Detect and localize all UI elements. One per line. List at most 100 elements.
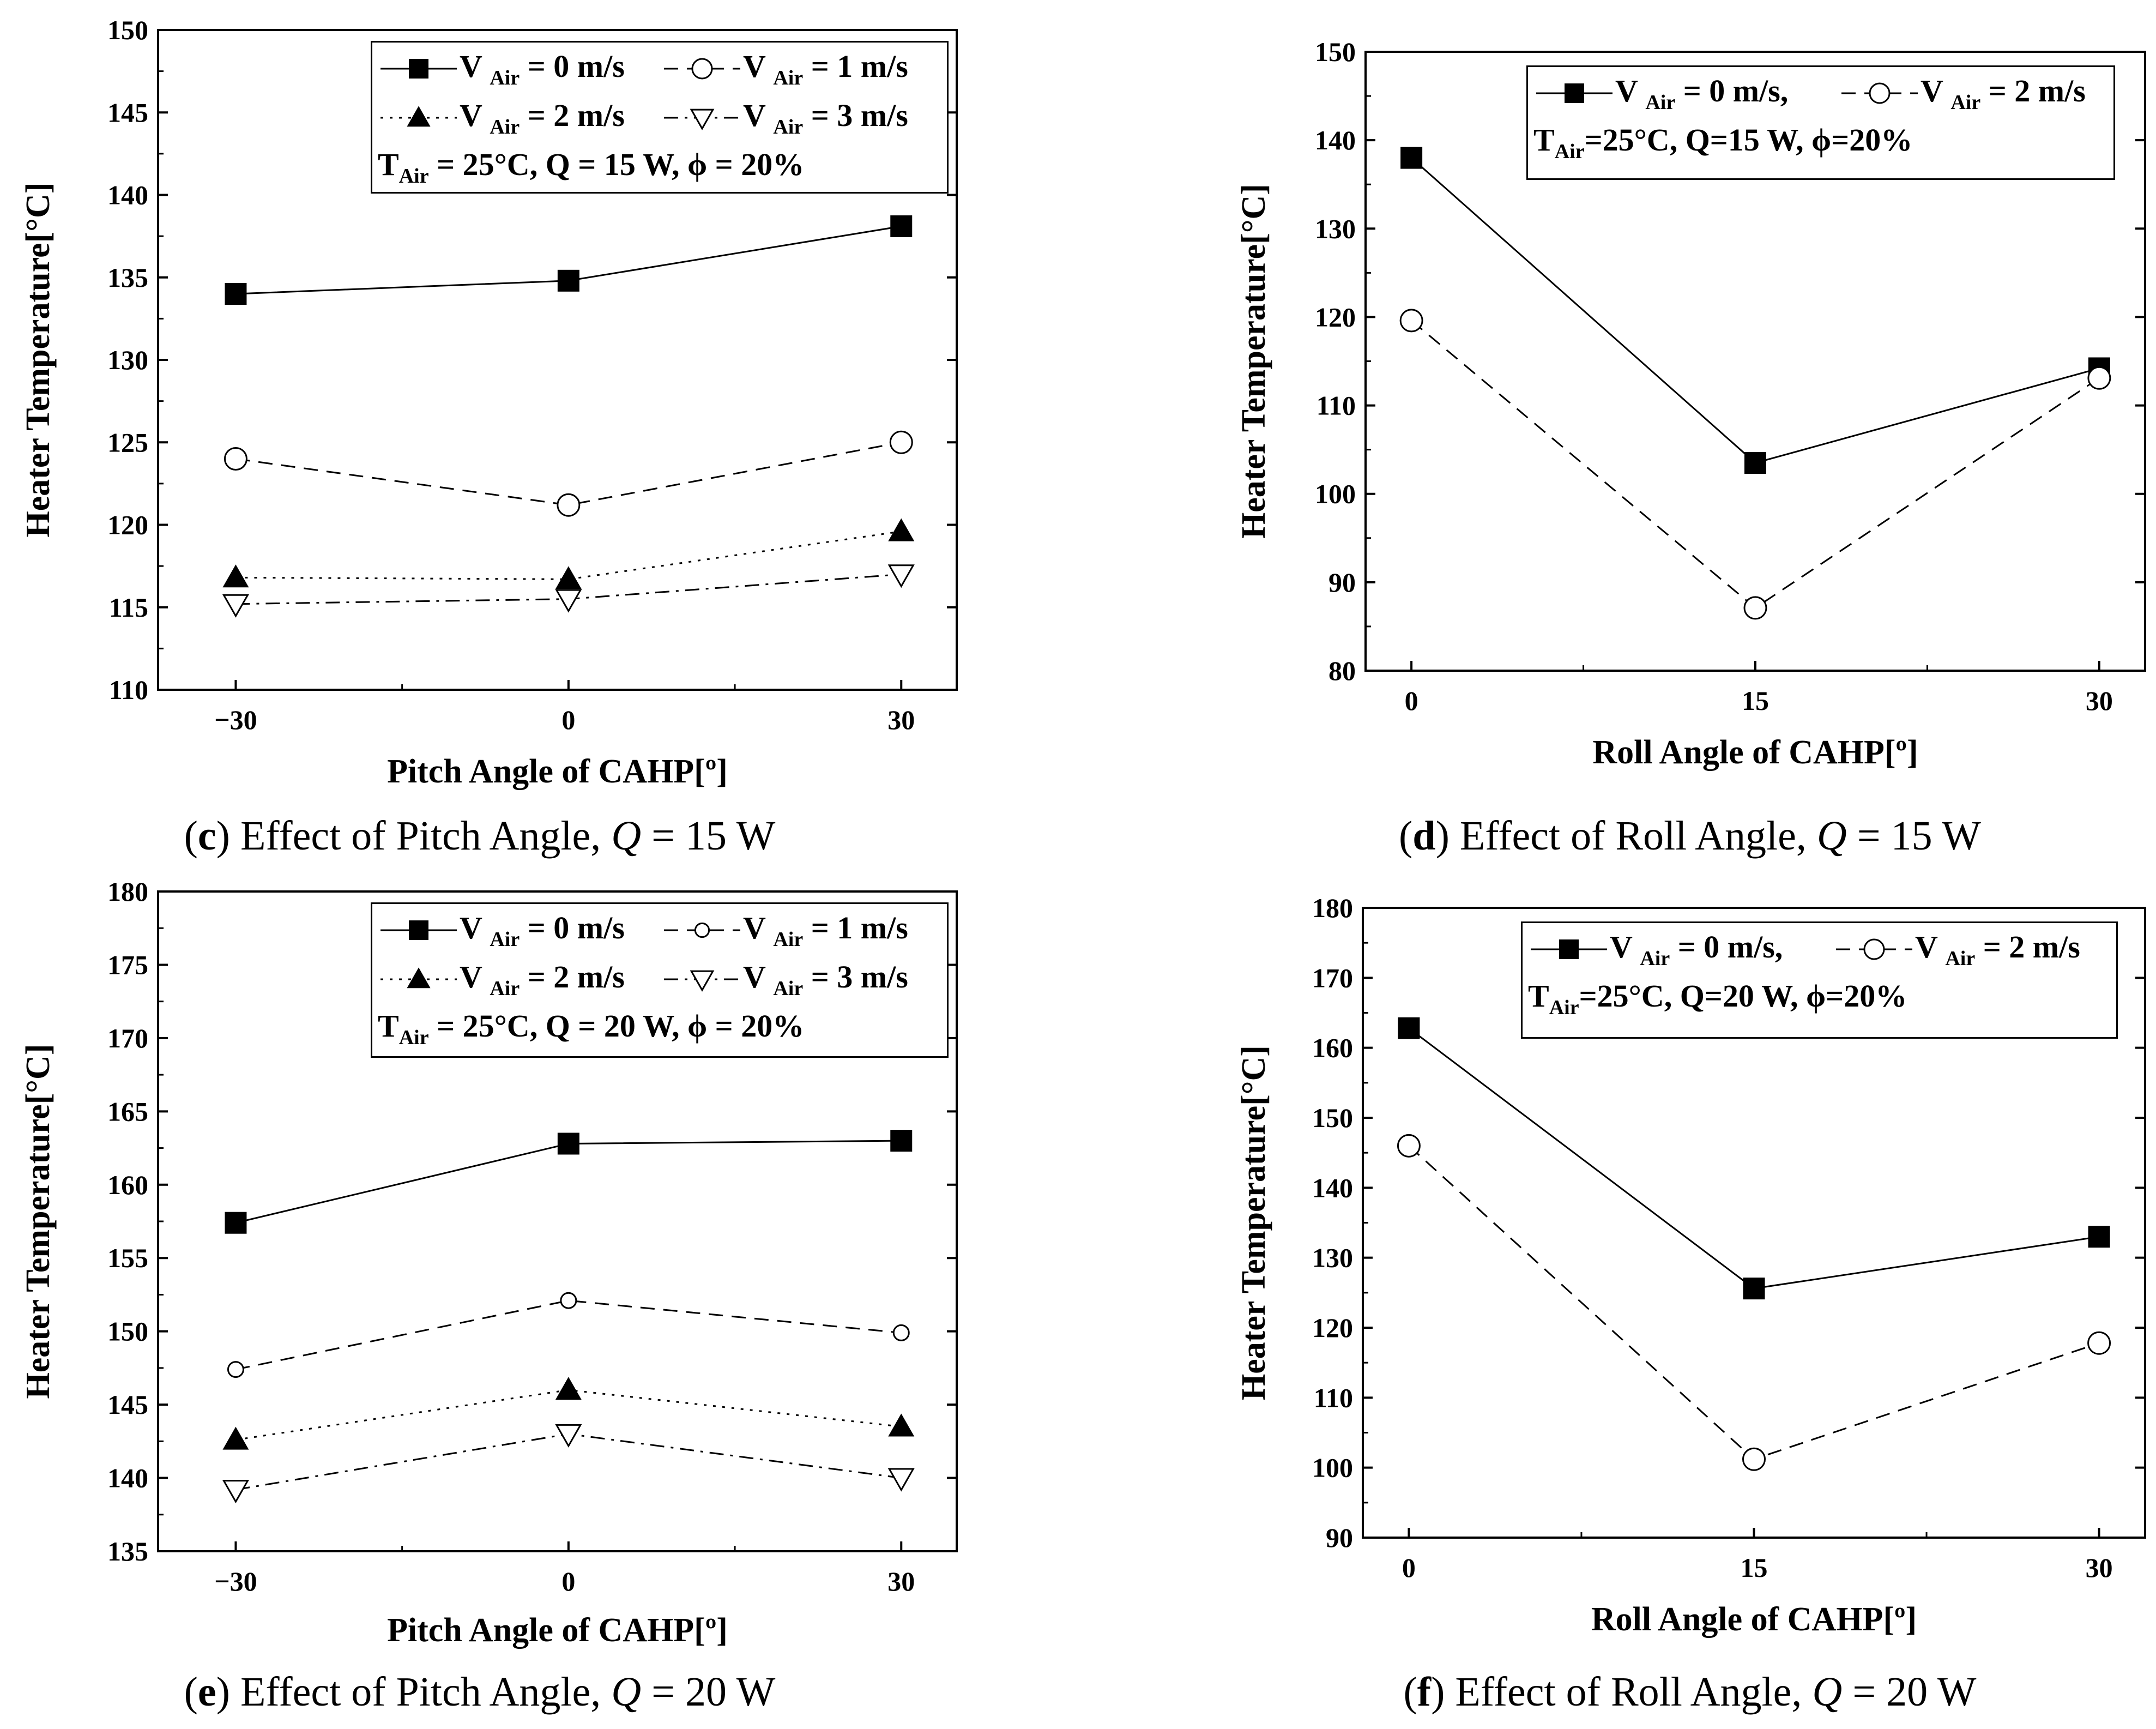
legend-item: V Air = 1 m/s [661,47,908,91]
y-tick-label: 155 [107,1243,148,1273]
x-axis-title: Roll Angle of CAHP[º] [1591,1601,1917,1638]
y-tick-label: 140 [1315,125,1356,155]
series-line [1408,1027,2099,1290]
y-axis-title: Heater Temperature[°C] [20,1044,57,1399]
y-tick-label: 145 [107,1389,148,1420]
data-point [888,1413,915,1437]
x-tick-label: 30 [887,704,915,735]
legend-symbol [664,970,740,992]
y-tick-label: 110 [1314,1382,1353,1413]
data-point [1397,1134,1421,1158]
y-axis-title: Heater Temperature[°C] [1235,184,1272,539]
data-point [888,518,915,541]
y-tick-label: 160 [1312,1033,1353,1063]
legend-label: V Air = 0 m/s, [1615,73,1789,114]
legend-marker [1565,83,1584,103]
y-tick-label: 80 [1328,655,1356,686]
legend-item: V Air = 3 m/s [661,96,908,140]
legend-label: V Air = 2 m/s [460,97,625,138]
legend: V Air = 0 m/s V Air = 1 m/s V Air = 2 m/… [371,902,949,1058]
x-tick-label: −30 [214,1566,257,1597]
series-line [235,1299,902,1371]
y-tick-label: 140 [1312,1172,1353,1203]
y-tick-label: 120 [107,510,148,540]
data-point [555,566,582,589]
caption-d: (d) Effect of Roll Angle, Q = 15 W [1398,813,1982,859]
series-1 [227,1292,910,1378]
x-tick-label: −30 [214,704,257,735]
y-tick-label: 130 [1315,213,1356,244]
y-tick-label: 170 [1312,962,1353,993]
x-tick-label: 30 [2086,685,2113,716]
legend-symbol [664,922,740,938]
legend-marker [694,922,710,938]
y-tick-label: 120 [1315,302,1356,332]
data-point [555,1377,582,1400]
data-point [225,1212,247,1234]
legend-item: V Air = 1 m/s [661,908,908,952]
legend-item: V Air = 2 m/s [1839,71,2086,115]
data-point [557,1132,579,1155]
legend-item: V Air = 0 m/s [378,908,625,952]
x-axis-title: Pitch Angle of CAHP[º] [387,1612,728,1649]
y-tick-label: 150 [107,1316,148,1347]
legend-item: V Air = 2 m/s [1833,927,2080,971]
legend-symbol [381,59,457,79]
x-tick-label: 30 [887,1566,915,1597]
legend-item: V Air = 2 m/s [378,957,625,1001]
data-point [1398,1017,1420,1039]
legend-condition: TAir = 25°C, Q = 20 W, ϕ = 20% [378,1008,805,1049]
series-0 [1398,1017,2110,1300]
series-line [235,441,902,506]
y-tick-label: 125 [107,427,148,457]
legend-marker [409,59,428,79]
caption-e: (e) Effect of Pitch Angle, Q = 20 W [184,1669,776,1715]
legend-marker [690,109,715,130]
legend-marker [1869,82,1891,104]
legend-label: V Air = 0 m/s [460,48,625,89]
legend-label: V Air = 2 m/s [1915,929,2080,970]
data-point [557,493,581,517]
series-3 [222,564,915,618]
series-3 [222,1424,915,1504]
data-point [1744,451,1766,474]
y-tick-label: 115 [109,592,148,623]
legend: V Air = 0 m/s, V Air = 2 m/s TAir=25°C, Q… [1526,65,2115,180]
caption-f: (f) Effect of Roll Angle, Q = 20 W [1403,1669,1977,1715]
legend: V Air = 0 m/s, V Air = 2 m/s TAir=25°C, Q… [1521,921,2118,1039]
legend-symbol [1536,83,1613,103]
data-point [1743,1278,1765,1300]
legend-label: V Air = 2 m/s [460,959,625,1000]
y-tick-label: 140 [107,180,148,210]
y-axis-title: Heater Temperature[°C] [20,183,57,538]
legend-symbol [1531,939,1607,959]
legend-symbol [1841,82,1918,104]
series-line [235,531,902,580]
series-1 [224,430,913,517]
data-point [1743,596,1767,620]
series-2 [222,1377,915,1450]
y-tick-label: 130 [107,345,148,375]
legend-label: V Air = 1 m/s [743,48,908,89]
x-tick-label: 15 [1742,685,1769,716]
x-tick-label: 0 [1405,685,1418,716]
legend-label: V Air = 0 m/s, [1610,929,1783,970]
legend-marker [409,920,428,940]
series-2 [222,518,915,589]
legend-symbol [381,967,457,989]
legend-marker [1559,939,1579,959]
y-tick-label: 90 [1328,567,1356,598]
legend-marker [407,106,431,127]
legend-item: V Air = 3 m/s [661,957,908,1001]
x-axis-title: Pitch Angle of CAHP[º] [387,753,728,790]
series-line [1408,1145,2100,1460]
y-tick-label: 100 [1315,479,1356,509]
y-tick-label: 180 [1312,893,1353,923]
data-point [555,589,582,613]
y-tick-label: 150 [1312,1103,1353,1133]
series-line [235,1389,902,1441]
data-point [890,215,913,237]
data-point [2088,1226,2110,1248]
